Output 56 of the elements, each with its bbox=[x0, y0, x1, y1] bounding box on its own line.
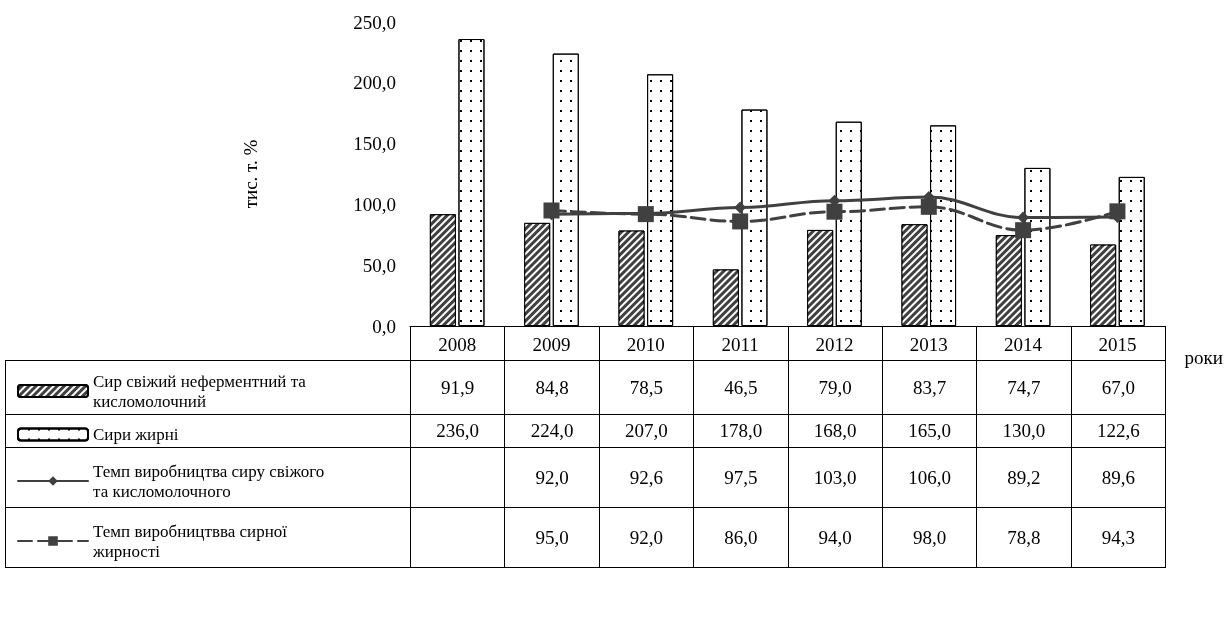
data-label: 94,3 bbox=[1071, 507, 1166, 568]
data-label: 98,0 bbox=[882, 507, 977, 568]
point bbox=[732, 213, 749, 230]
y-tick-label: 0,0 bbox=[372, 315, 396, 337]
data-label: 79,0 bbox=[788, 360, 883, 415]
point bbox=[826, 203, 843, 220]
x-axis-title: роки bbox=[1184, 347, 1224, 368]
data-label: 89,2 bbox=[976, 447, 1072, 508]
data-label: 106,0 bbox=[882, 447, 977, 508]
data-label: 78,5 bbox=[599, 360, 694, 415]
data-label: 92,0 bbox=[504, 447, 600, 508]
y-tick-label: 250,0 bbox=[353, 11, 396, 33]
data-label: 97,5 bbox=[693, 447, 788, 508]
data-label: 46,5 bbox=[693, 360, 788, 415]
data-label: 67,0 bbox=[1071, 360, 1166, 415]
x-tick-label: 2010 bbox=[626, 334, 665, 355]
data-label: 78,8 bbox=[976, 507, 1072, 568]
x-tick-label: 2013 bbox=[909, 334, 948, 355]
data-label: 236,0 bbox=[410, 414, 505, 448]
data-label: 95,0 bbox=[504, 507, 600, 568]
legend-label: Сири жирні bbox=[93, 425, 179, 444]
data-label: 86,0 bbox=[693, 507, 788, 568]
y-axis-title: тис. т. % bbox=[240, 139, 261, 209]
point bbox=[1015, 222, 1032, 239]
data-label: 84,8 bbox=[504, 360, 600, 415]
y-tick-label: 150,0 bbox=[353, 133, 396, 155]
data-label: 207,0 bbox=[599, 414, 694, 448]
x-tick-label: 2008 bbox=[438, 334, 477, 355]
x-tick-label: 2015 bbox=[1098, 334, 1137, 355]
x-tick-label: 2009 bbox=[532, 334, 571, 355]
x-tick-label: 2011 bbox=[721, 334, 759, 355]
data-label: 165,0 bbox=[882, 414, 977, 448]
data-label: 92,0 bbox=[599, 507, 694, 568]
data-label: 130,0 bbox=[976, 414, 1072, 448]
data-label: 91,9 bbox=[410, 360, 505, 415]
point bbox=[1109, 203, 1126, 220]
legend-label: Темп виробництвва сирної жирності bbox=[92, 521, 292, 561]
data-label: 89,6 bbox=[1071, 447, 1166, 508]
legend-label: Темп виробництва сиру свіжого та кисломолочного bbox=[93, 461, 329, 501]
data-label: 74,7 bbox=[976, 360, 1072, 415]
data-label: 122,6 bbox=[1071, 414, 1166, 448]
legend-label: Сир свіжий неферментний та кисломолочний bbox=[93, 371, 311, 411]
y-tick-label: 100,0 bbox=[353, 193, 396, 215]
y-tick-label: 200,0 bbox=[353, 72, 396, 94]
data-label: 92,6 bbox=[599, 447, 694, 508]
x-tick-label: 2012 bbox=[815, 334, 854, 355]
data-label: 94,0 bbox=[788, 507, 883, 568]
data-label: 224,0 bbox=[504, 414, 600, 448]
data-label: 103,0 bbox=[788, 447, 883, 508]
point bbox=[543, 202, 560, 219]
data-label: 178,0 bbox=[693, 414, 788, 448]
y-tick-label: 50,0 bbox=[362, 254, 396, 276]
data-label: 83,7 bbox=[882, 360, 977, 415]
point bbox=[920, 198, 937, 215]
data-label: 168,0 bbox=[788, 414, 883, 448]
x-tick-label: 2014 bbox=[1004, 334, 1043, 355]
